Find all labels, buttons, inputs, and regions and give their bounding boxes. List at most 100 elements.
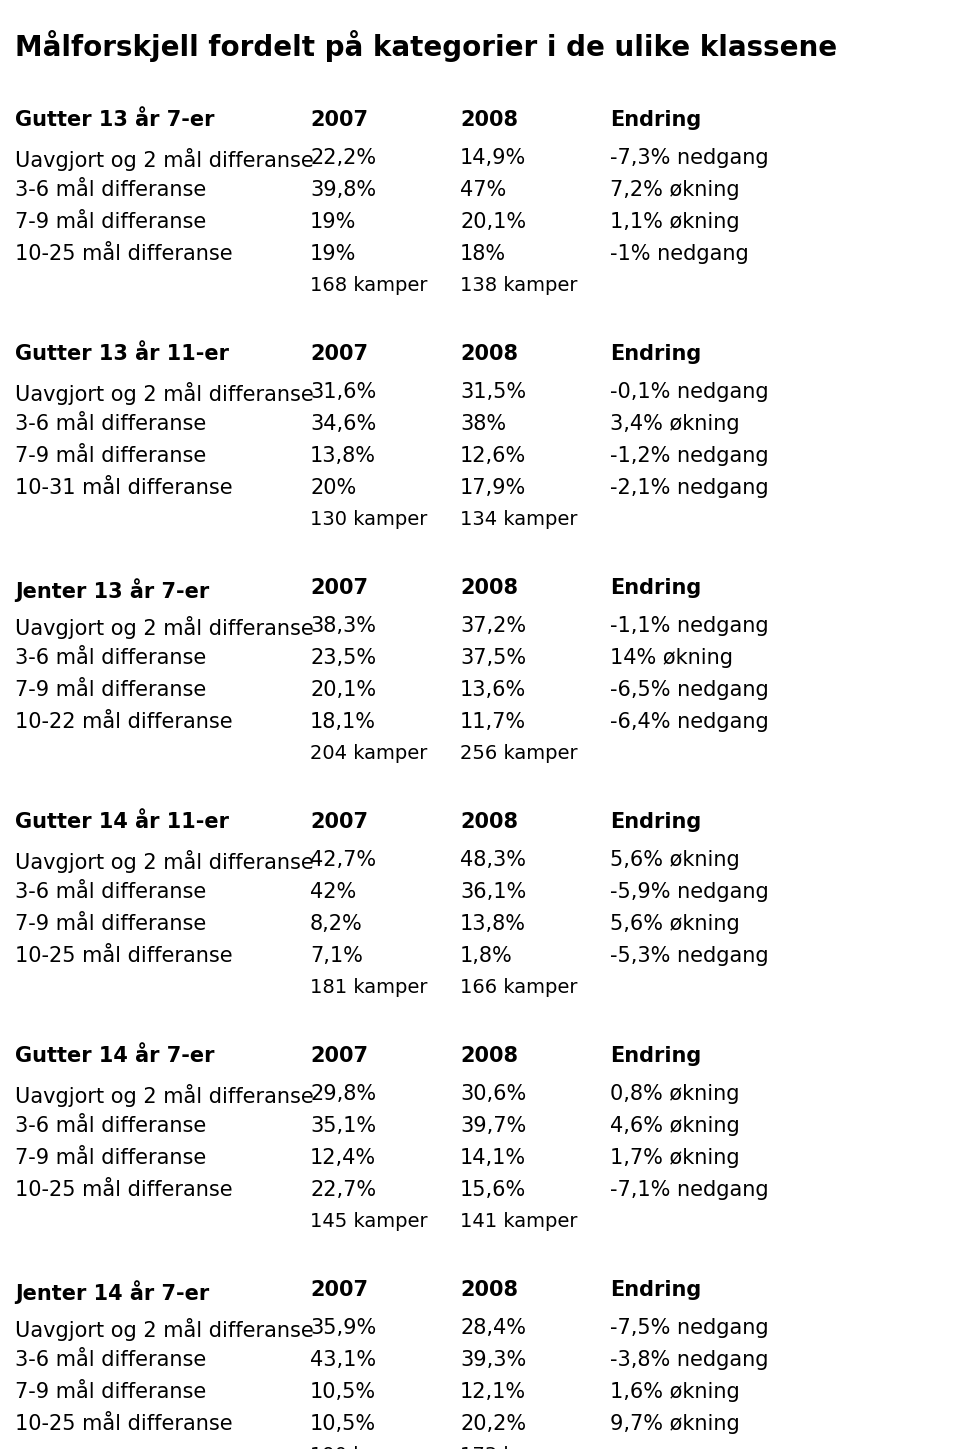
Text: 2007: 2007 — [310, 1046, 368, 1066]
Text: Uavgjort og 2 mål differanse: Uavgjort og 2 mål differanse — [15, 851, 314, 872]
Text: 2008: 2008 — [460, 811, 518, 832]
Text: 39,7%: 39,7% — [460, 1116, 526, 1136]
Text: -7,5% nedgang: -7,5% nedgang — [610, 1319, 769, 1337]
Text: 10,5%: 10,5% — [310, 1414, 376, 1435]
Text: 43,1%: 43,1% — [310, 1350, 376, 1369]
Text: 2007: 2007 — [310, 110, 368, 130]
Text: -5,3% nedgang: -5,3% nedgang — [610, 946, 769, 966]
Text: Jenter 13 år 7-er: Jenter 13 år 7-er — [15, 578, 209, 601]
Text: Uavgjort og 2 mål differanse: Uavgjort og 2 mål differanse — [15, 1319, 314, 1340]
Text: 130 kamper: 130 kamper — [310, 510, 427, 529]
Text: 7-9 mål differanse: 7-9 mål differanse — [15, 914, 206, 935]
Text: -0,1% nedgang: -0,1% nedgang — [610, 383, 769, 401]
Text: 12,4%: 12,4% — [310, 1148, 376, 1168]
Text: 4,6% økning: 4,6% økning — [610, 1116, 740, 1136]
Text: 37,5%: 37,5% — [460, 648, 526, 668]
Text: 13,8%: 13,8% — [460, 914, 526, 935]
Text: Uavgjort og 2 mål differanse: Uavgjort og 2 mål differanse — [15, 148, 314, 171]
Text: Uavgjort og 2 mål differanse: Uavgjort og 2 mål differanse — [15, 616, 314, 639]
Text: -5,9% nedgang: -5,9% nedgang — [610, 882, 769, 901]
Text: 1,8%: 1,8% — [460, 946, 513, 966]
Text: 35,1%: 35,1% — [310, 1116, 376, 1136]
Text: 31,5%: 31,5% — [460, 383, 526, 401]
Text: 42,7%: 42,7% — [310, 851, 376, 869]
Text: 145 kamper: 145 kamper — [310, 1211, 427, 1232]
Text: 1,7% økning: 1,7% økning — [610, 1148, 739, 1168]
Text: 0,8% økning: 0,8% økning — [610, 1084, 739, 1104]
Text: Gutter 13 år 7-er: Gutter 13 år 7-er — [15, 110, 214, 130]
Text: -1% nedgang: -1% nedgang — [610, 243, 749, 264]
Text: 35,9%: 35,9% — [310, 1319, 376, 1337]
Text: 18,1%: 18,1% — [310, 711, 376, 732]
Text: 10-25 mål differanse: 10-25 mål differanse — [15, 946, 232, 966]
Text: 38%: 38% — [460, 414, 506, 435]
Text: 19%: 19% — [310, 212, 356, 232]
Text: 11,7%: 11,7% — [460, 711, 526, 732]
Text: 15,6%: 15,6% — [460, 1179, 526, 1200]
Text: 14% økning: 14% økning — [610, 648, 733, 668]
Text: Endring: Endring — [610, 1279, 701, 1300]
Text: Uavgjort og 2 mål differanse: Uavgjort og 2 mål differanse — [15, 383, 314, 406]
Text: 5,6% økning: 5,6% økning — [610, 914, 740, 935]
Text: 14,1%: 14,1% — [460, 1148, 526, 1168]
Text: 31,6%: 31,6% — [310, 383, 376, 401]
Text: Endring: Endring — [610, 343, 701, 364]
Text: -3,8% nedgang: -3,8% nedgang — [610, 1350, 769, 1369]
Text: 12,6%: 12,6% — [460, 446, 526, 467]
Text: 7-9 mål differanse: 7-9 mål differanse — [15, 1382, 206, 1403]
Text: 10,5%: 10,5% — [310, 1382, 376, 1403]
Text: 7-9 mål differanse: 7-9 mål differanse — [15, 212, 206, 232]
Text: 22,7%: 22,7% — [310, 1179, 376, 1200]
Text: 7,1%: 7,1% — [310, 946, 363, 966]
Text: 190 kamper: 190 kamper — [310, 1446, 427, 1449]
Text: 256 kamper: 256 kamper — [460, 743, 578, 764]
Text: 28,4%: 28,4% — [460, 1319, 526, 1337]
Text: 1,1% økning: 1,1% økning — [610, 212, 739, 232]
Text: 37,2%: 37,2% — [460, 616, 526, 636]
Text: 22,2%: 22,2% — [310, 148, 376, 168]
Text: 10-22 mål differanse: 10-22 mål differanse — [15, 711, 232, 732]
Text: 5,6% økning: 5,6% økning — [610, 851, 740, 869]
Text: Jenter 14 år 7-er: Jenter 14 år 7-er — [15, 1279, 209, 1304]
Text: 141 kamper: 141 kamper — [460, 1211, 578, 1232]
Text: 1,6% økning: 1,6% økning — [610, 1382, 740, 1403]
Text: -1,1% nedgang: -1,1% nedgang — [610, 616, 769, 636]
Text: -7,1% nedgang: -7,1% nedgang — [610, 1179, 769, 1200]
Text: 14,9%: 14,9% — [460, 148, 526, 168]
Text: 10-25 mål differanse: 10-25 mål differanse — [15, 1414, 232, 1435]
Text: 39,8%: 39,8% — [310, 180, 376, 200]
Text: 20%: 20% — [310, 478, 356, 498]
Text: 134 kamper: 134 kamper — [460, 510, 578, 529]
Text: 166 kamper: 166 kamper — [460, 978, 578, 997]
Text: 38,3%: 38,3% — [310, 616, 376, 636]
Text: 2007: 2007 — [310, 343, 368, 364]
Text: -1,2% nedgang: -1,2% nedgang — [610, 446, 769, 467]
Text: 7-9 mål differanse: 7-9 mål differanse — [15, 446, 206, 467]
Text: 168 kamper: 168 kamper — [310, 275, 427, 296]
Text: 20,1%: 20,1% — [310, 680, 376, 700]
Text: Endring: Endring — [610, 578, 701, 598]
Text: Gutter 13 år 11-er: Gutter 13 år 11-er — [15, 343, 229, 364]
Text: 47%: 47% — [460, 180, 506, 200]
Text: -7,3% nedgang: -7,3% nedgang — [610, 148, 769, 168]
Text: 39,3%: 39,3% — [460, 1350, 526, 1369]
Text: 2008: 2008 — [460, 578, 518, 598]
Text: Gutter 14 år 11-er: Gutter 14 år 11-er — [15, 811, 229, 832]
Text: 30,6%: 30,6% — [460, 1084, 526, 1104]
Text: -6,4% nedgang: -6,4% nedgang — [610, 711, 769, 732]
Text: 7-9 mål differanse: 7-9 mål differanse — [15, 1148, 206, 1168]
Text: 20,2%: 20,2% — [460, 1414, 526, 1435]
Text: Gutter 14 år 7-er: Gutter 14 år 7-er — [15, 1046, 214, 1066]
Text: 7-9 mål differanse: 7-9 mål differanse — [15, 680, 206, 700]
Text: 204 kamper: 204 kamper — [310, 743, 427, 764]
Text: 17,9%: 17,9% — [460, 478, 526, 498]
Text: 36,1%: 36,1% — [460, 882, 526, 901]
Text: 2008: 2008 — [460, 343, 518, 364]
Text: 10-25 mål differanse: 10-25 mål differanse — [15, 1179, 232, 1200]
Text: 29,8%: 29,8% — [310, 1084, 376, 1104]
Text: 13,6%: 13,6% — [460, 680, 526, 700]
Text: 20,1%: 20,1% — [460, 212, 526, 232]
Text: 2007: 2007 — [310, 578, 368, 598]
Text: 2007: 2007 — [310, 811, 368, 832]
Text: 3-6 mål differanse: 3-6 mål differanse — [15, 1116, 206, 1136]
